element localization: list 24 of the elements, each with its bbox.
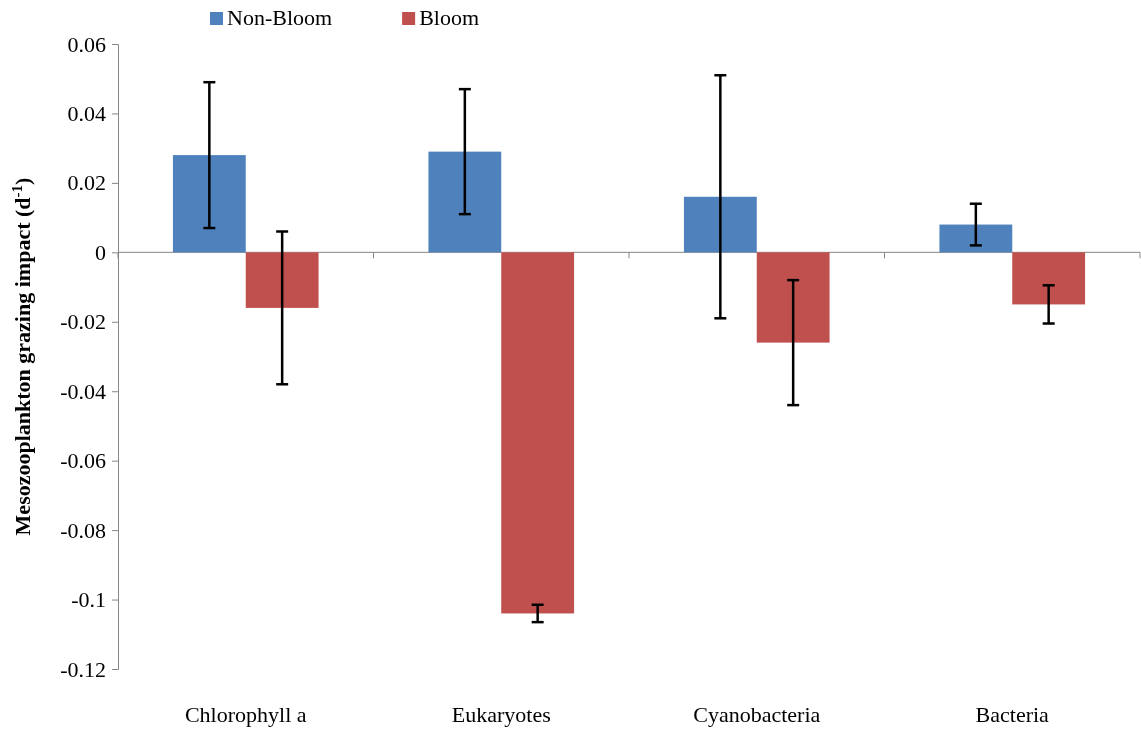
bar — [172, 155, 246, 253]
bar — [245, 252, 319, 308]
y-tick-label: 0 — [95, 239, 106, 265]
bar — [756, 252, 830, 343]
x-tick-label: Bacteria — [975, 702, 1050, 727]
y-tick-label: -0.02 — [60, 309, 106, 335]
y-tick-label: 0.02 — [67, 170, 106, 196]
bar — [1012, 252, 1086, 305]
bar — [428, 151, 502, 253]
y-tick-label: -0.08 — [60, 517, 106, 543]
bar — [683, 196, 757, 253]
y-tick-label: 0.06 — [67, 31, 106, 57]
y-tick-label: -0.12 — [60, 656, 106, 682]
y-tick-label: 0.04 — [67, 100, 106, 126]
bar — [939, 224, 1013, 253]
legend-label: Bloom — [419, 5, 480, 30]
y-tick-label: -0.1 — [71, 587, 106, 613]
bar — [501, 252, 575, 614]
x-tick-label: Chlorophyll a — [184, 702, 307, 727]
y-tick-label: -0.04 — [60, 378, 106, 404]
legend-label: Non-Bloom — [227, 5, 333, 30]
x-tick-label: Eukaryotes — [451, 702, 551, 727]
y-tick-label: -0.06 — [60, 448, 106, 474]
x-tick-label: Cyanobacteria — [693, 702, 821, 727]
